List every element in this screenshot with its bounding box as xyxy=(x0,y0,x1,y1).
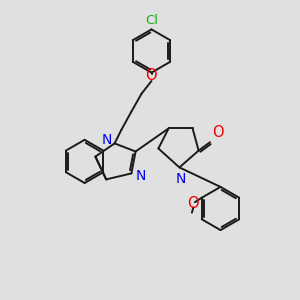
Text: N: N xyxy=(102,134,112,147)
Text: O: O xyxy=(145,68,157,83)
Text: N: N xyxy=(176,172,186,186)
Text: N: N xyxy=(136,169,146,183)
Text: O: O xyxy=(212,125,224,140)
Text: O: O xyxy=(188,196,199,211)
Text: Cl: Cl xyxy=(145,14,158,27)
